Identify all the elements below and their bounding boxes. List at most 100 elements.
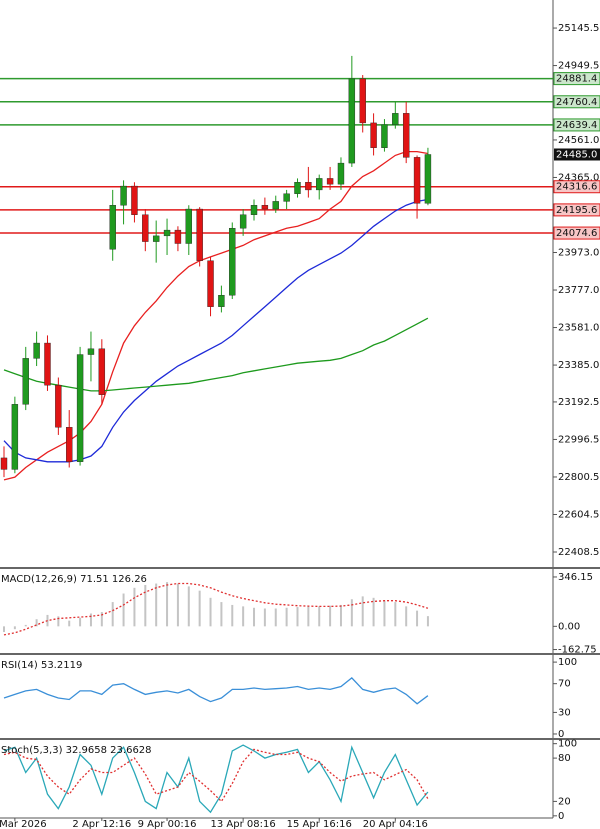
candle-body (381, 124, 388, 148)
macd-bar (296, 607, 299, 627)
macd-bar (274, 608, 277, 627)
y-tick-label: 23581.0 (558, 323, 599, 334)
candle-body (66, 427, 73, 462)
candle-body (207, 260, 214, 307)
moving-average (3, 198, 429, 463)
candle-body (131, 185, 138, 215)
x-tick-label: 31 Mar 2026 (0, 819, 47, 829)
level-box (553, 203, 600, 217)
macd-bar (426, 616, 429, 627)
y-tick-label: 23973.0 (558, 248, 599, 259)
candle-body (337, 162, 345, 185)
candle-body (239, 214, 247, 229)
y-tick-label: 0 (558, 811, 564, 822)
candle-body (98, 348, 106, 395)
candle-body (326, 178, 334, 185)
candle-body (185, 208, 192, 244)
macd-bar (285, 607, 288, 627)
indicator-title: Stoch(5,3,3) 32.9658 23.6628 (1, 745, 152, 756)
macd-bar (361, 596, 364, 627)
candle-body (348, 78, 356, 164)
macd-bar (231, 604, 234, 627)
level-label: 24639.4 (556, 120, 597, 131)
y-tick-label: 24365.0 (558, 172, 599, 183)
x-tick-label: 2 Apr 12:16 (72, 819, 131, 829)
level-label: 24195.6 (556, 205, 597, 216)
macd-bar (263, 608, 266, 627)
candle-body (272, 201, 279, 210)
macd-bar (405, 606, 408, 627)
macd-bar (79, 617, 82, 627)
macd-bar (68, 620, 71, 627)
candle-body (196, 208, 203, 261)
indicator-title: MACD(12,26,9) 71.51 126.26 (1, 574, 147, 585)
y-tick-label: 346.15 (558, 572, 593, 583)
level-box (553, 118, 600, 132)
last-price-box (554, 148, 600, 161)
x-tick-label: 9 Apr 00:16 (138, 819, 197, 829)
candle-body (316, 178, 323, 191)
y-tick-label: 80 (558, 753, 571, 764)
macd-bar (329, 605, 332, 627)
macd-bar (3, 626, 5, 633)
candle-body (261, 205, 269, 210)
macd-bar (339, 604, 342, 627)
y-tick-label: 100 (558, 657, 577, 668)
moving-average (3, 317, 429, 392)
candle-body (11, 404, 19, 470)
y-tick-label: 0.00 (558, 621, 580, 632)
candle-body (120, 185, 127, 206)
y-tick-label: 70 (558, 679, 571, 690)
candle-body (142, 214, 149, 242)
macd-bar (318, 606, 321, 627)
macd-bar (122, 593, 125, 627)
candle-body (174, 229, 182, 244)
last-price-label: 24485.0 (556, 149, 597, 160)
y-tick-label: 23192.5 (558, 397, 599, 408)
candle-body (87, 348, 95, 355)
x-tick-label: 13 Apr 08:16 (211, 819, 276, 829)
rsi-line (3, 677, 429, 705)
candle-body (218, 294, 225, 307)
candle-body (152, 235, 160, 242)
macd-signal (3, 582, 429, 636)
y-tick-label: 22800.5 (558, 472, 599, 483)
y-tick-label: 22408.5 (558, 547, 599, 558)
y-tick-label: 25145.5 (558, 23, 599, 34)
macd-bar (242, 606, 245, 627)
macd-bar (187, 586, 190, 627)
macd-bar (111, 602, 114, 627)
y-tick-label: 100 (558, 739, 577, 750)
candle-body (424, 154, 432, 204)
level-box (553, 72, 600, 86)
macd-bar (350, 599, 353, 627)
macd-bar (383, 600, 386, 627)
candle-body (370, 122, 377, 148)
macd-bar (198, 590, 201, 627)
y-tick-label: 22604.5 (558, 509, 599, 520)
macd-bar (24, 624, 27, 627)
candle-body (250, 205, 258, 215)
candle-body (392, 113, 399, 126)
level-label: 24881.4 (556, 74, 597, 85)
x-tick-label: 20 Apr 04:16 (363, 819, 428, 829)
macd-bar (133, 587, 136, 627)
candle-body (294, 182, 301, 194)
y-tick-label: 30 (558, 707, 571, 718)
level-label: 24760.4 (556, 97, 597, 108)
macd-bar (307, 606, 310, 627)
stoch-k (3, 744, 429, 814)
moving-average (3, 150, 429, 481)
level-box (553, 180, 600, 194)
y-tick-label: 23385.0 (558, 360, 599, 371)
macd-bar (209, 597, 212, 627)
level-box (553, 95, 600, 109)
macd-bar (100, 612, 103, 627)
level-label: 24316.6 (556, 182, 597, 193)
candle-body (22, 358, 29, 405)
y-tick-label: 20 (558, 796, 571, 807)
macd-bar (253, 607, 256, 627)
candle-body (44, 342, 51, 386)
y-tick-label: 23777.0 (558, 285, 599, 296)
